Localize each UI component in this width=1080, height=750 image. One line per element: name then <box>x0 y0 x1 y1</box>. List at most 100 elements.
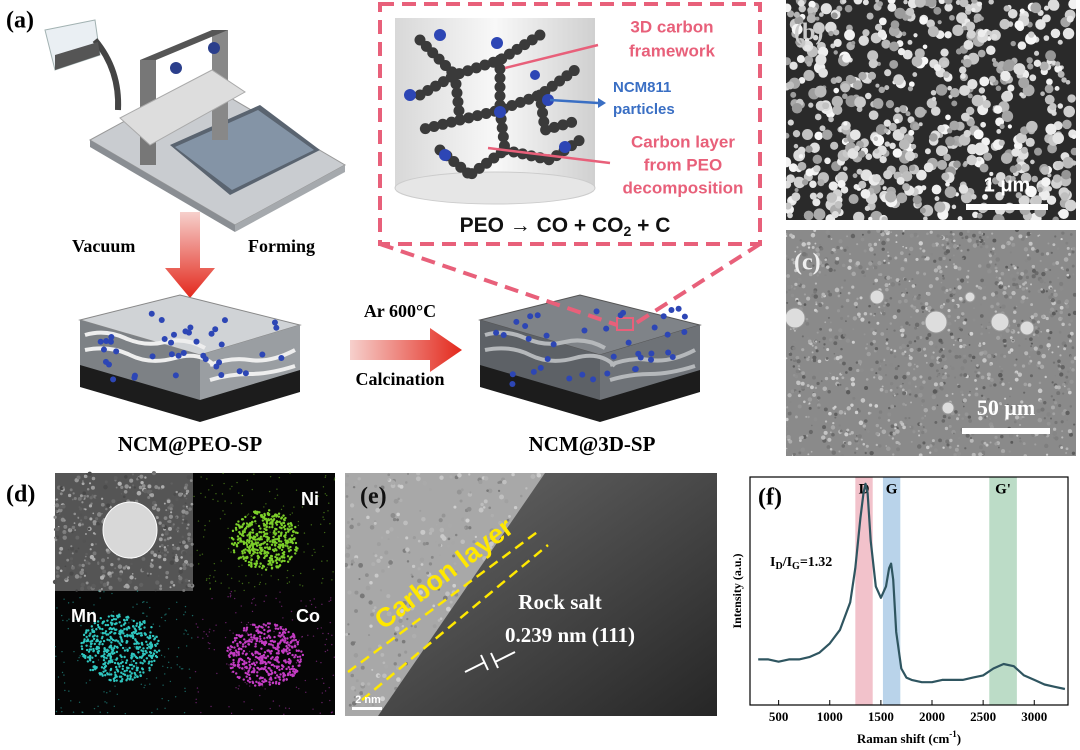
grain <box>967 93 973 99</box>
grain <box>925 336 929 340</box>
inset-label: decomposition <box>623 178 744 197</box>
grain <box>842 333 847 337</box>
grain <box>942 446 945 449</box>
grain <box>89 496 93 500</box>
grain <box>131 490 135 494</box>
grain <box>975 284 979 288</box>
signal <box>233 541 237 545</box>
signal <box>238 685 240 687</box>
grain <box>1005 242 1009 245</box>
grain <box>530 474 536 479</box>
grain <box>181 535 185 539</box>
signal <box>326 560 328 562</box>
signal <box>229 645 233 648</box>
signal <box>263 546 267 549</box>
signal <box>230 712 233 715</box>
signal <box>281 664 284 668</box>
grain <box>786 235 788 238</box>
grain <box>1056 391 1061 396</box>
signal <box>248 582 250 584</box>
grain <box>1009 165 1018 174</box>
signal <box>106 648 109 652</box>
grain <box>877 1 883 7</box>
grain <box>786 371 788 373</box>
grain <box>912 305 917 310</box>
signal <box>291 538 295 541</box>
signal <box>297 524 300 527</box>
grain <box>816 233 819 236</box>
grain <box>70 565 75 570</box>
signal <box>143 632 147 635</box>
grain <box>929 133 938 142</box>
signal <box>66 620 68 622</box>
grain <box>905 287 908 290</box>
signal <box>274 646 277 650</box>
grain <box>983 152 992 161</box>
signal <box>197 563 200 565</box>
grain <box>1027 383 1032 387</box>
grain <box>101 545 106 550</box>
grain <box>959 0 969 8</box>
grain <box>349 524 354 530</box>
grain <box>903 350 907 354</box>
grain <box>806 241 811 246</box>
grain <box>1049 310 1053 314</box>
grain <box>896 192 908 204</box>
grain <box>367 633 371 637</box>
signal <box>116 646 119 649</box>
grain <box>901 352 905 356</box>
grain <box>791 258 795 262</box>
grain <box>872 98 884 109</box>
grain <box>945 439 950 444</box>
signal <box>184 611 187 613</box>
grain <box>350 685 356 691</box>
grain <box>1027 256 1032 261</box>
signal <box>108 654 112 657</box>
grain <box>86 488 90 491</box>
signal <box>236 665 240 668</box>
signal <box>146 647 149 650</box>
signal <box>283 637 287 640</box>
signal <box>301 653 305 657</box>
signal <box>202 618 204 621</box>
grain <box>1059 354 1062 357</box>
grain <box>874 278 879 283</box>
grain <box>77 523 82 527</box>
grain <box>910 440 913 443</box>
grain <box>945 136 955 147</box>
grain <box>1029 232 1032 235</box>
grain <box>990 304 994 309</box>
grain <box>935 145 947 157</box>
signal <box>150 625 153 629</box>
grain <box>998 276 1002 280</box>
grain <box>84 475 88 478</box>
signal <box>240 647 243 651</box>
signal <box>81 711 83 713</box>
grain <box>855 437 859 441</box>
grain <box>914 385 917 388</box>
grain <box>845 246 849 250</box>
signal <box>327 632 330 635</box>
signal <box>251 549 255 552</box>
grain <box>833 38 842 48</box>
grain <box>978 343 982 348</box>
grain <box>860 438 863 441</box>
grain <box>63 524 68 529</box>
grain <box>803 293 807 296</box>
grain <box>1016 323 1021 328</box>
grain <box>794 268 798 273</box>
signal <box>110 641 113 644</box>
grain <box>788 439 793 444</box>
signal <box>246 656 250 660</box>
grain <box>1070 147 1076 156</box>
grain <box>921 185 927 191</box>
grain <box>869 450 874 456</box>
grain <box>824 258 827 262</box>
grain <box>1063 385 1066 388</box>
grain <box>899 384 903 388</box>
grain <box>982 386 986 390</box>
grain <box>157 486 161 490</box>
grain <box>981 285 987 290</box>
signal <box>251 602 253 604</box>
particle <box>103 338 110 345</box>
